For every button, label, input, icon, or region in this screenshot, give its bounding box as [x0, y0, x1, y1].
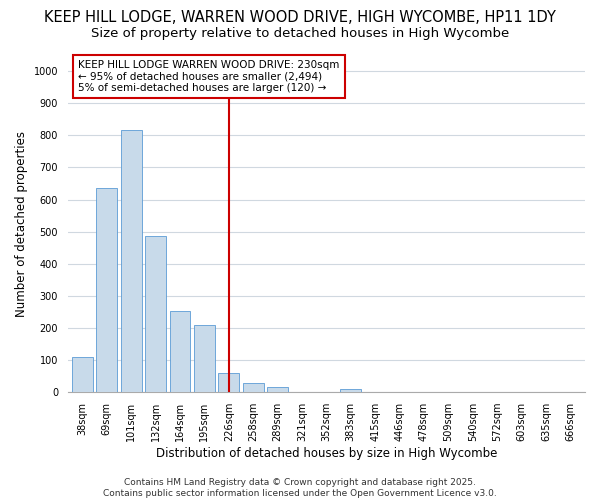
Y-axis label: Number of detached properties: Number of detached properties — [15, 130, 28, 316]
Text: KEEP HILL LODGE WARREN WOOD DRIVE: 230sqm
← 95% of detached houses are smaller (: KEEP HILL LODGE WARREN WOOD DRIVE: 230sq… — [78, 60, 340, 94]
Bar — [97, 188, 117, 392]
Bar — [145, 236, 166, 392]
Bar — [194, 325, 215, 392]
Bar — [218, 373, 239, 392]
Text: Size of property relative to detached houses in High Wycombe: Size of property relative to detached ho… — [91, 28, 509, 40]
Bar — [170, 311, 190, 392]
X-axis label: Distribution of detached houses by size in High Wycombe: Distribution of detached houses by size … — [156, 447, 497, 460]
Bar — [267, 388, 288, 392]
Bar — [72, 357, 93, 392]
Bar — [243, 383, 263, 392]
Bar — [121, 130, 142, 392]
Text: KEEP HILL LODGE, WARREN WOOD DRIVE, HIGH WYCOMBE, HP11 1DY: KEEP HILL LODGE, WARREN WOOD DRIVE, HIGH… — [44, 10, 556, 25]
Text: Contains HM Land Registry data © Crown copyright and database right 2025.
Contai: Contains HM Land Registry data © Crown c… — [103, 478, 497, 498]
Bar — [340, 390, 361, 392]
